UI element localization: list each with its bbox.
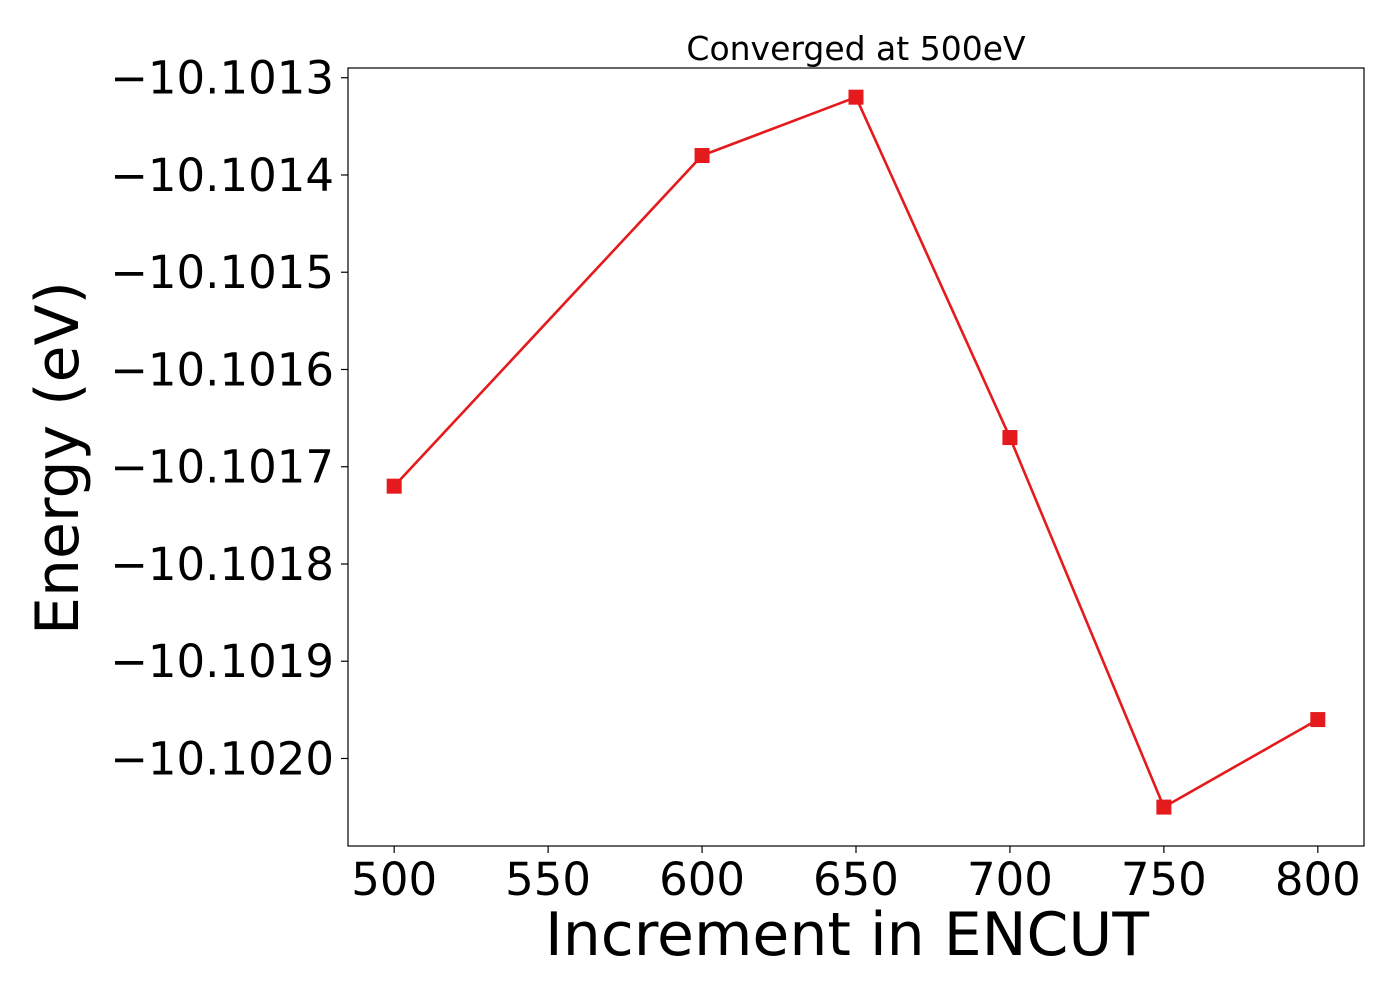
y-tick-label: −10.1019: [110, 635, 334, 688]
x-tick-label: 500: [351, 853, 437, 906]
y-tick-label: −10.1013: [110, 52, 334, 105]
series-layer: [386, 89, 1326, 815]
y-tick-label: −10.1018: [110, 538, 334, 591]
y-axis-label: Energy (eV): [23, 281, 93, 635]
y-tick-label: −10.1016: [110, 343, 334, 396]
y-tick-label: −10.1020: [110, 732, 334, 785]
y-tick-label: −10.1015: [110, 246, 334, 299]
series-line: [393, 95, 1319, 809]
chart-title: Converged at 500eV: [686, 29, 1026, 68]
x-tick-label: 600: [659, 853, 745, 906]
x-axis-label: Increment in ENCUT: [545, 900, 1149, 970]
data-point: [1156, 799, 1172, 815]
x-tick-label: 750: [1121, 853, 1207, 906]
data-point: [1310, 712, 1326, 728]
x-tick-label: 700: [967, 853, 1053, 906]
data-point: [694, 148, 710, 164]
y-tick-label: −10.1014: [110, 149, 334, 202]
data-point: [1002, 430, 1018, 446]
data-point: [386, 478, 402, 494]
plot-area: [347, 67, 1365, 847]
x-axis-ticks: 500 550 600 650 700 750 800: [351, 846, 1361, 906]
data-point: [848, 89, 864, 105]
y-axis-ticks: −10.1013 −10.1014 −10.1015 −10.1016 −10.1017…: [110, 52, 348, 785]
y-tick-label: −10.1017: [110, 441, 334, 494]
x-tick-label: 550: [505, 853, 591, 906]
x-tick-label: 650: [813, 853, 899, 906]
x-tick-label: 800: [1275, 853, 1361, 906]
